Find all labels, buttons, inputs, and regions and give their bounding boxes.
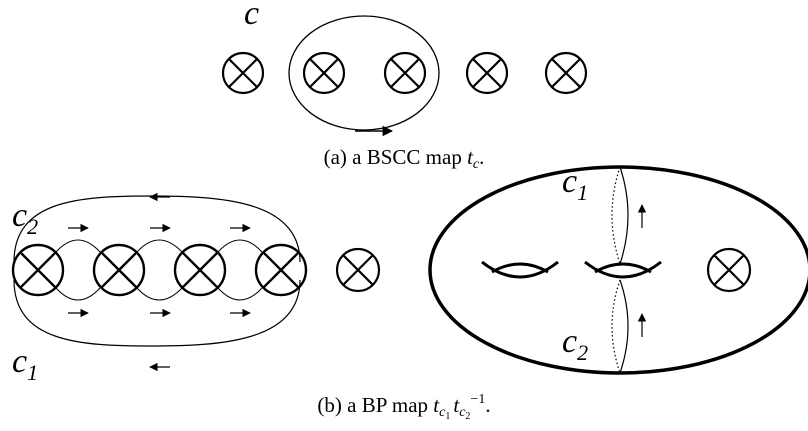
- label-sub: 2: [27, 214, 38, 239]
- crosscap: [256, 245, 306, 295]
- curve-c1: [620, 167, 628, 264]
- label-base: c: [562, 323, 577, 360]
- label-base: c: [12, 197, 27, 234]
- label-base: c: [12, 343, 27, 380]
- caption-text: (b) a BP map: [317, 393, 428, 417]
- curve-c2: [620, 280, 628, 373]
- crosscap: [546, 53, 586, 93]
- math: 2: [465, 411, 470, 422]
- curve-c: [289, 16, 439, 130]
- label-base: c: [562, 163, 577, 200]
- crosscap: [175, 245, 225, 295]
- curve-c1-inner: [56, 288, 262, 300]
- crosscap: [13, 245, 63, 295]
- crosscap: [708, 249, 750, 291]
- crosscap: [223, 53, 263, 93]
- label: c: [244, 0, 259, 32]
- crosscap: [467, 53, 507, 93]
- caption-text: .: [485, 393, 490, 417]
- caption: (a) a BSCC map tc.: [324, 145, 485, 172]
- surface: [430, 167, 808, 373]
- label-sub: 2: [577, 340, 588, 365]
- handle: [585, 262, 661, 277]
- caption-text: .: [479, 145, 484, 169]
- label: c2: [562, 323, 588, 365]
- handle: [482, 262, 558, 277]
- math: −1: [470, 392, 485, 407]
- curve-c1-back: [612, 167, 620, 264]
- crosscap: [304, 53, 344, 93]
- caption-text: (a) a BSCC map: [324, 145, 462, 169]
- figure: c (a) a BSCC map tc. c2 c1 c1 c2 (b) a B…: [0, 0, 808, 431]
- crosscap: [94, 245, 144, 295]
- curve-c2-inner: [56, 240, 262, 252]
- label: c1: [12, 343, 38, 385]
- label-sub: 1: [577, 180, 588, 205]
- math: 1: [445, 411, 450, 422]
- crosscap: [337, 249, 379, 291]
- label: c2: [12, 197, 38, 239]
- crosscap: [385, 53, 425, 93]
- curve-c2-back: [612, 280, 620, 373]
- label-sub: 1: [27, 360, 38, 385]
- shapes: [13, 16, 808, 373]
